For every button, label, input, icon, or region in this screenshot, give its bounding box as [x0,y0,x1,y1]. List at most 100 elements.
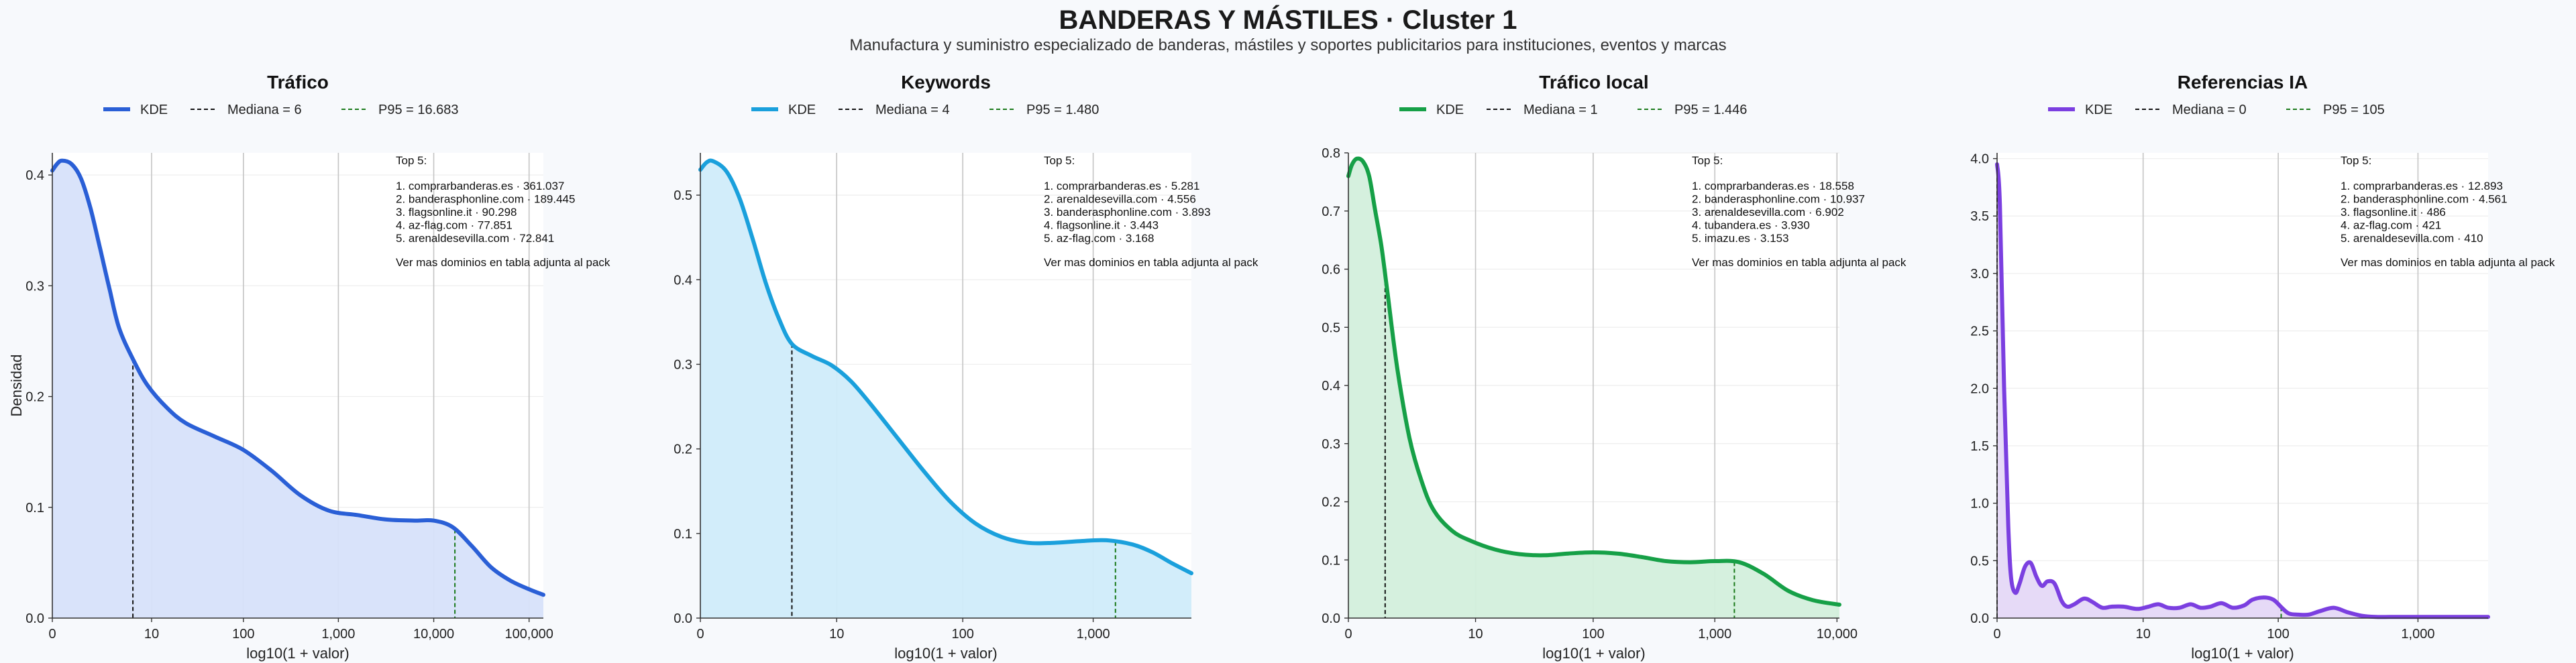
y-tick-label: 0.3 [674,357,692,372]
y-tick-label: 0.0 [1322,611,1340,626]
y-tick-label: 0.8 [1322,146,1340,161]
top5-item: 3. flagsonline.it · 90.298 [396,206,517,219]
y-tick-label: 0.6 [1322,263,1340,278]
top5-footer: Ver mas dominios en tabla adjunta al pac… [1692,256,1907,269]
y-tick-label: 3.0 [1970,267,1989,282]
y-tick-label: 3.5 [1970,209,1989,224]
x-tick-label: 1,000 [1698,627,1731,642]
panel-title: Keywords [901,72,991,93]
top5-footer: Ver mas dominios en tabla adjunta al pac… [1044,256,1258,269]
top5-item: 3. banderasphonline.com · 3.893 [1044,206,1211,219]
top5-item: 2. arenaldesevilla.com · 4.556 [1044,193,1196,206]
top5-footer: Ver mas dominios en tabla adjunta al pac… [396,256,610,269]
x-tick-label: 100,000 [505,627,553,642]
legend-kde-label: KDE [788,103,816,117]
x-tick-label: 0 [1344,627,1352,642]
y-tick-label: 0.1 [25,501,44,516]
x-tick-label: 1,000 [1077,627,1110,642]
y-tick-label: 0.2 [1322,495,1340,510]
y-tick-label: 0.1 [674,527,692,542]
top5-item: 4. flagsonline.it · 3.443 [1044,219,1159,232]
top5-item: 4. az-flag.com · 421 [2341,219,2441,232]
chart-panel-3: 0.0 0.1 0.2 0.3 0.4 0.5 0.6 0.7 0.8 0 10 100 1,000 10… [1322,72,1907,662]
y-axis-label: Densidad [8,355,25,417]
top5-heading: Top 5: [2341,154,2371,167]
legend-median-label: Mediana = 1 [1523,103,1598,117]
panel-title: Referencias IA [2178,72,2308,93]
kde-line [698,158,1193,576]
top5-heading: Top 5: [1692,154,1723,167]
y-tick-label: 0.4 [1322,379,1340,394]
top5-item: 5. az-flag.com · 3.168 [1044,232,1154,245]
y-tick-label: 0.5 [1970,554,1989,568]
top5-item: 4. tubandera.es · 3.930 [1692,219,1810,232]
x-tick-label: 0 [696,627,704,642]
kde-area [52,160,543,619]
top5-item: 3. arenaldesevilla.com · 6.902 [1692,206,1844,219]
y-tick-label: 0.0 [674,611,692,626]
page-subtitle: Manufactura y suministro especializado d… [849,36,1727,54]
x-axis-label: log10(1 + valor) [246,645,349,662]
legend-p95-label: P95 = 1.480 [1026,103,1099,117]
x-tick-label: 100 [1582,627,1604,642]
top5-item: 1. comprarbanderas.es · 12.893 [2341,180,2503,192]
x-tick-label: 10,000 [413,627,454,642]
x-tick-label: 10 [2136,627,2151,642]
top5-heading: Top 5: [1044,154,1075,167]
x-tick-label: 1,000 [2401,627,2434,642]
top5-item: 2. banderasphonline.com · 4.561 [2341,193,2508,206]
y-tick-label: 0.2 [25,390,44,405]
x-axis-label: log10(1 + valor) [1542,645,1645,662]
top5-footer: Ver mas dominios en tabla adjunta al pac… [2341,256,2555,269]
y-tick-label: 2.0 [1970,381,1989,396]
x-tick-label: 10 [1468,627,1483,642]
x-tick-label: 1,000 [321,627,355,642]
kde-area [1348,158,1839,619]
legend-median-label: Mediana = 4 [875,103,950,117]
chart-panel-1: 0.0 0.1 0.2 0.3 0.4 0 10 100 1,000 10,000 100,000 l… [8,72,610,662]
top5-heading: Top 5: [396,154,427,167]
chart-panel-2: 0.0 0.1 0.2 0.3 0.4 0.5 0 10 100 1,000 log10(1 + v… [674,72,1258,662]
y-tick-label: 0.5 [1322,320,1340,335]
y-tick-label: 0.4 [674,273,692,288]
y-tick-label: 0.0 [25,611,44,626]
y-tick-label: 4.0 [1970,152,1989,167]
chart-panel-4: 0.0 0.5 1.0 1.5 2.0 2.5 3.0 3.5 4.0 0 10 100 1,000 lo… [1970,72,2555,662]
legend-kde-label: KDE [2085,103,2112,117]
y-tick-label: 0.0 [1970,611,1989,626]
top5-item: 1. comprarbanderas.es · 361.037 [396,180,564,192]
y-tick-label: 0.4 [25,168,44,183]
y-tick-label: 2.5 [1970,324,1989,339]
top5-item: 5. imazu.es · 3.153 [1692,232,1789,245]
top5-item: 5. arenaldesevilla.com · 72.841 [396,232,554,245]
legend-p95-label: P95 = 105 [2323,103,2385,117]
legend-p95-label: P95 = 16.683 [378,103,459,117]
legend-median-label: Mediana = 6 [227,103,302,117]
kde-area [700,160,1191,618]
y-tick-label: 0.3 [1322,437,1340,452]
y-tick-label: 0.3 [25,279,44,294]
legend-median-label: Mediana = 0 [2172,103,2247,117]
legend-p95-label: P95 = 1.446 [1674,103,1747,117]
page-title: BANDERAS Y MÁSTILES · Cluster 1 [1059,5,1517,35]
x-axis-label: log10(1 + valor) [894,645,997,662]
x-tick-label: 10,000 [1817,627,1858,642]
top5-item: 2. banderasphonline.com · 10.937 [1692,193,1865,206]
y-tick-label: 1.0 [1970,497,1989,511]
y-tick-label: 0.7 [1322,204,1340,219]
top5-item: 3. flagsonline.it · 486 [2341,206,2446,219]
top5-item: 2. banderasphonline.com · 189.445 [396,193,575,206]
x-tick-label: 100 [232,627,254,642]
kde-line [50,158,545,597]
x-tick-label: 0 [1993,627,2000,642]
x-tick-label: 0 [48,627,56,642]
x-tick-label: 100 [2267,627,2289,642]
plot-area [1997,153,2488,618]
legend-kde-label: KDE [1436,103,1464,117]
legend-kde-label: KDE [140,103,168,117]
x-axis-label: log10(1 + valor) [2191,645,2294,662]
kde-line [1995,162,2490,619]
top5-item: 1. comprarbanderas.es · 18.558 [1692,180,1854,192]
y-tick-label: 0.1 [1322,553,1340,568]
